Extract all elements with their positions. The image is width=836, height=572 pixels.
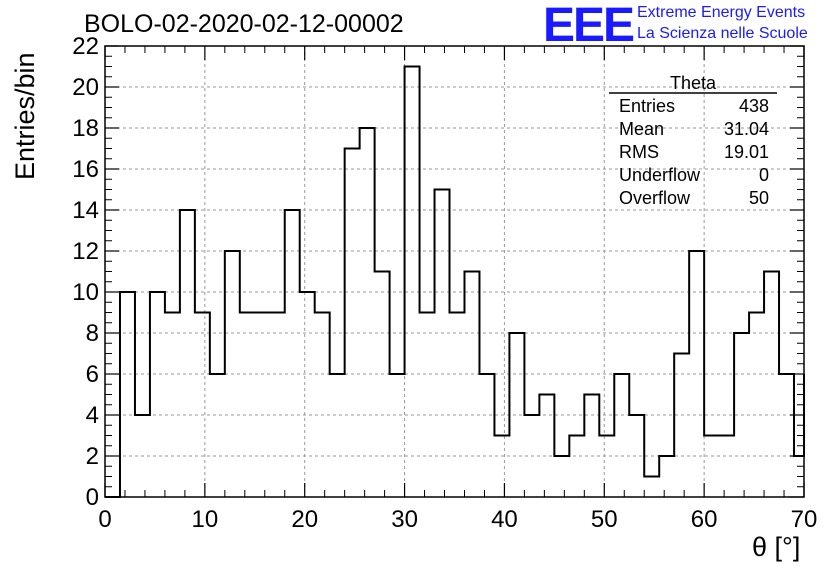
stats-label: Entries (619, 96, 675, 116)
histogram-bin (135, 415, 150, 497)
histogram-bin (225, 251, 240, 497)
histogram-bin (450, 313, 465, 498)
histogram-bin (749, 313, 764, 498)
stats-box: Theta Entries 438 Mean 31.04 RMS 19.01 Underflo… (609, 73, 777, 208)
histogram-bin (405, 67, 420, 498)
histogram-bin (494, 436, 509, 498)
stats-value: 438 (739, 96, 769, 116)
tick-labels: 0 10 20 30 40 50 60 70 0 2 4 6 8 10 12 14 16 18 20 22 (72, 33, 817, 533)
histogram-bin (270, 313, 285, 498)
histogram-bin (704, 436, 719, 498)
histogram-bin (599, 436, 614, 498)
histogram-bin (180, 210, 195, 497)
histogram-bin (345, 149, 360, 498)
stats-name: Theta (670, 73, 717, 93)
x-tick-label: 60 (691, 506, 718, 533)
y-tick-label: 0 (86, 484, 99, 511)
histogram-bin (794, 456, 804, 497)
y-tick-label: 4 (86, 402, 99, 429)
histogram-bin (614, 374, 629, 497)
logo-line2: La Scienza nelle Scuole (637, 25, 808, 42)
eee-logo: EEE (543, 0, 635, 52)
histogram-bin (554, 456, 569, 497)
histogram-bin (689, 251, 704, 497)
histogram-bin (360, 128, 375, 497)
y-tick-label: 10 (72, 279, 99, 306)
y-tick-label: 2 (86, 443, 99, 470)
chart-title: BOLO-02-2020-02-12-00002 (84, 10, 404, 38)
x-tick-label: 70 (791, 506, 818, 533)
y-tick-label: 22 (72, 33, 99, 60)
x-tick-label: 40 (491, 506, 518, 533)
histogram-bin (375, 272, 390, 498)
histogram-bin (150, 292, 165, 497)
histogram-bin (285, 210, 300, 497)
y-tick-label: 18 (72, 115, 99, 142)
histogram-bin (539, 395, 554, 498)
y-tick-label: 16 (72, 156, 99, 183)
histogram-bin (255, 313, 270, 498)
histogram-bin (779, 374, 794, 497)
x-tick-label: 0 (98, 506, 111, 533)
stats-value: 19.01 (724, 142, 769, 162)
histogram-bin (464, 272, 479, 498)
y-axis-label: Entries/bin (10, 52, 40, 180)
stats-value: 0 (759, 165, 769, 185)
y-axis-label-wrap: Entries/bin (6, 52, 40, 188)
histogram-bin (509, 333, 524, 497)
histogram-bin (420, 313, 435, 498)
x-axis-label: θ [°] (752, 532, 801, 562)
plot-frame (104, 45, 805, 498)
stats-label: RMS (619, 142, 659, 162)
y-tick-label: 20 (72, 74, 99, 101)
histogram-bin (390, 374, 405, 497)
histogram-bin (300, 292, 315, 497)
logo-line1: Extreme Energy Events (637, 4, 806, 21)
stats-value: 50 (749, 188, 769, 208)
x-tick-label: 10 (192, 506, 219, 533)
histogram-bin (584, 395, 599, 498)
histogram-bin (629, 415, 644, 497)
histogram-bin (734, 333, 749, 497)
y-tick-label: 8 (86, 320, 99, 347)
histogram-bin (479, 374, 494, 497)
histogram-bin (435, 190, 450, 498)
histogram-bin (659, 456, 674, 497)
histogram-line (105, 65, 805, 498)
histogram-bin (674, 354, 689, 498)
histogram-bin (240, 313, 255, 498)
histogram-bin (524, 415, 539, 497)
histogram-bin (719, 436, 734, 498)
x-tick-label: 50 (591, 506, 618, 533)
stats-label: Overflow (619, 188, 691, 208)
histogram-bins (120, 67, 804, 498)
histogram-bin (195, 313, 210, 498)
x-tick-label: 30 (391, 506, 418, 533)
histogram-bin (330, 374, 345, 497)
histogram-bin (315, 313, 330, 498)
histogram-bin (120, 292, 135, 497)
y-tick-label: 12 (72, 238, 99, 265)
y-tick-label: 6 (86, 361, 99, 388)
y-tick-label: 14 (72, 197, 99, 224)
stats-label: Mean (619, 119, 664, 139)
histogram-bin (165, 313, 180, 498)
histogram-bin (644, 477, 659, 498)
stats-value: 31.04 (724, 119, 769, 139)
x-tick-label: 20 (291, 506, 318, 533)
histogram-bin (569, 436, 584, 498)
histogram-bin (210, 374, 225, 497)
histogram-bin (764, 272, 779, 498)
stats-label: Underflow (619, 165, 701, 185)
